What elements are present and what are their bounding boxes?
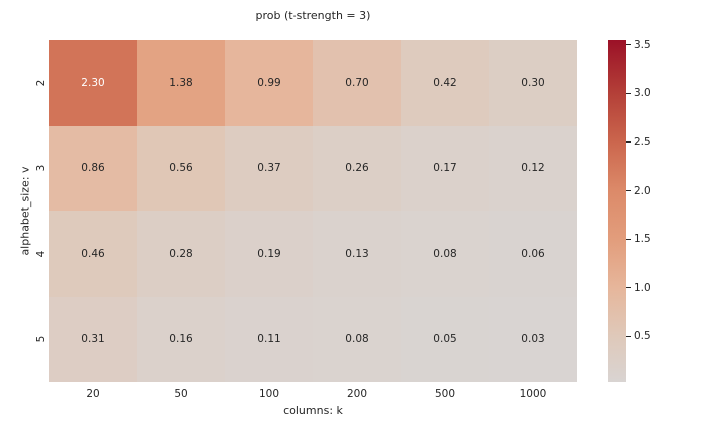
colorbar-tick-mark <box>626 44 631 46</box>
heatmap-cell: 0.86 <box>49 125 137 211</box>
heatmap-cell: 0.03 <box>489 296 577 382</box>
heatmap-cell: 0.42 <box>401 40 489 126</box>
y-tick-label: 4 <box>35 250 47 258</box>
heatmap-cell: 0.46 <box>49 211 137 297</box>
heatmap-cell: 0.37 <box>225 125 313 211</box>
x-tick-label: 100 <box>258 388 280 400</box>
heatmap-cell: 0.19 <box>225 211 313 297</box>
x-tick-label: 20 <box>86 388 100 400</box>
heatmap-cell: 0.28 <box>137 211 225 297</box>
y-tick-label: 5 <box>35 335 47 343</box>
colorbar-tick-label: 0.5 <box>634 330 651 343</box>
colorbar <box>608 40 626 382</box>
heatmap-cell: 0.26 <box>313 125 401 211</box>
colorbar-tick-label: 1.5 <box>634 233 651 246</box>
heatmap-cell: 0.31 <box>49 296 137 382</box>
heatmap-cell: 0.30 <box>489 40 577 126</box>
y-tick-label: 2 <box>35 79 47 87</box>
colorbar-tick-mark <box>626 141 631 143</box>
colorbar-tick-label: 3.5 <box>634 38 651 51</box>
colorbar-tick-label: 2.5 <box>634 136 651 149</box>
heatmap-cell: 0.99 <box>225 40 313 126</box>
heatmap-cell: 0.13 <box>313 211 401 297</box>
colorbar-tick-mark <box>626 287 631 289</box>
colorbar-tick-label: 3.0 <box>634 87 651 100</box>
colorbar-tick-label: 2.0 <box>634 184 651 197</box>
heatmap-cell: 1.38 <box>137 40 225 126</box>
x-tick-label: 1000 <box>519 388 547 400</box>
heatmap-cell: 0.08 <box>401 211 489 297</box>
y-axis-label: alphabet_size: v <box>18 166 32 256</box>
y-tick-label: 3 <box>35 164 47 172</box>
heatmap-cell: 2.30 <box>49 40 137 126</box>
x-tick-label: 500 <box>434 388 456 400</box>
heatmap-cell: 0.12 <box>489 125 577 211</box>
colorbar-tick-mark <box>626 92 631 95</box>
colorbar-tick-mark <box>626 238 631 240</box>
heatmap-cell: 0.16 <box>137 296 225 382</box>
colorbar-tick-mark <box>626 335 631 337</box>
heatmap-cell: 0.08 <box>313 296 401 382</box>
x-axis-label: columns: k <box>283 404 343 417</box>
heatmap-cell: 0.17 <box>401 125 489 211</box>
x-tick-label: 50 <box>174 388 188 400</box>
heatmap-cell: 0.11 <box>225 296 313 382</box>
heatmap-cell: 0.06 <box>489 211 577 297</box>
x-tick-label: 200 <box>346 388 368 400</box>
heatmap-cell: 0.70 <box>313 40 401 126</box>
colorbar-tick-mark <box>626 189 631 192</box>
heatmap-cell: 0.56 <box>137 125 225 211</box>
heatmap-cell: 0.05 <box>401 296 489 382</box>
chart-title: prob (t-strength = 3) <box>255 9 371 22</box>
colorbar-tick-label: 1.0 <box>634 281 651 294</box>
heatmap-grid: 2.30 1.38 0.99 0.70 0.42 0.30 0.86 0.56 0.37 0.26… <box>49 40 577 382</box>
